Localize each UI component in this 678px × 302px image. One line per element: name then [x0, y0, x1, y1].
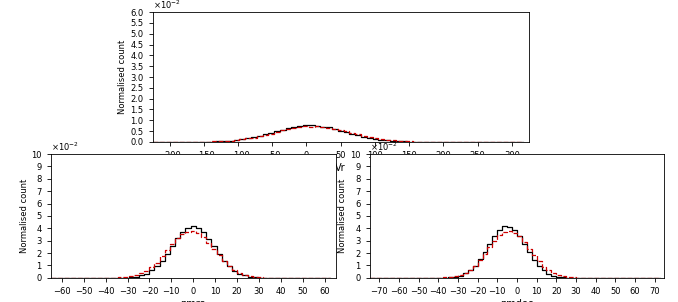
Y-axis label: Normalised count: Normalised count	[119, 40, 127, 114]
Text: $\times10^{-2}$: $\times10^{-2}$	[153, 0, 180, 11]
Text: $\times10^{-2}$: $\times10^{-2}$	[370, 140, 397, 153]
Y-axis label: Normalised count: Normalised count	[338, 179, 347, 253]
X-axis label: pmdec: pmdec	[500, 299, 534, 302]
X-axis label: pmra: pmra	[180, 299, 206, 302]
Text: $\times10^{-2}$: $\times10^{-2}$	[51, 140, 79, 153]
X-axis label: Vr: Vr	[336, 163, 346, 173]
Y-axis label: Normalised count: Normalised count	[20, 179, 28, 253]
